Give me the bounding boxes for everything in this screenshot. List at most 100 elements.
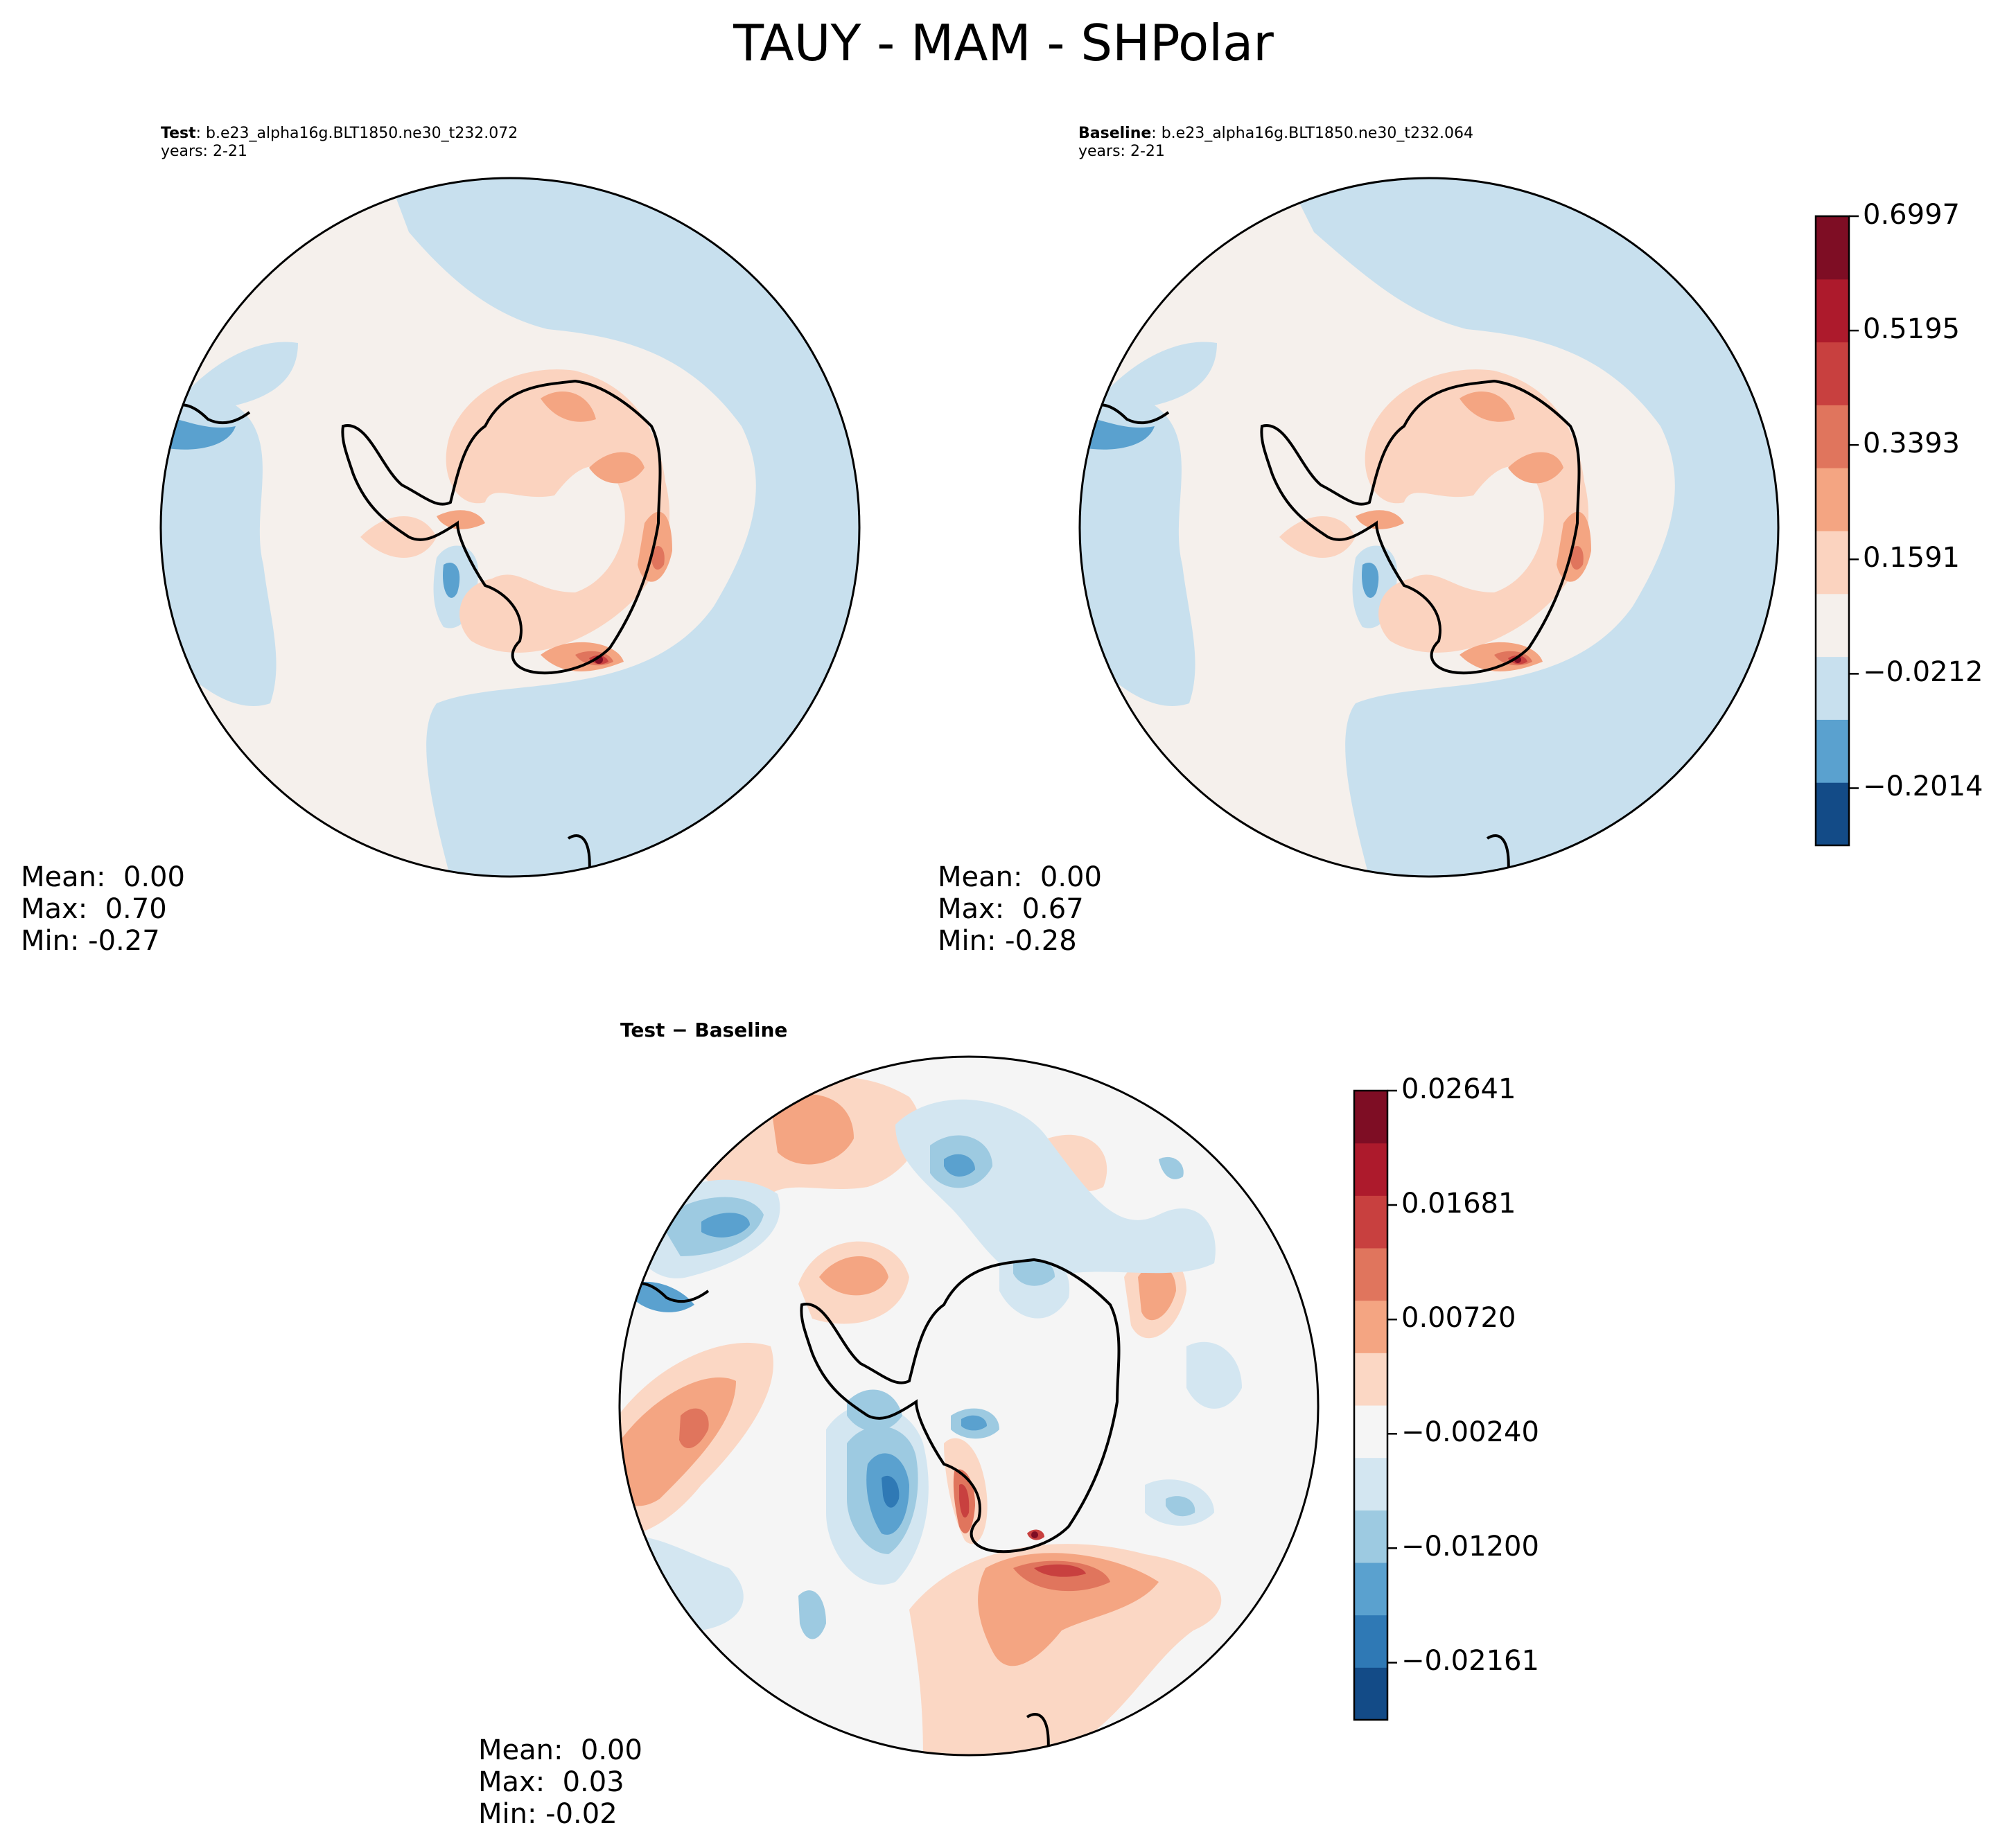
baseline-label: Baseline	[1078, 125, 1152, 142]
diff-colorbar	[1353, 1089, 1397, 1721]
test-map-boundary	[159, 177, 861, 878]
main-colorbar-segment	[1816, 719, 1849, 783]
diff-colorbar-tick-label: 0.02641	[1401, 1073, 1516, 1105]
diff-field-negative-pacific-peak	[882, 1475, 900, 1508]
test-header: Test: b.e23_alpha16g.BLT1850.ne30_t232.0…	[161, 125, 518, 143]
diff-colorbar-tick-label: −0.01200	[1401, 1531, 1539, 1563]
baseline-map-boundary	[1078, 177, 1780, 878]
test-label: Test	[161, 125, 196, 142]
test-field-positive-coast	[446, 369, 670, 653]
diff-field-negative-far-west-mid	[798, 1590, 826, 1639]
diff-max: Max: 0.03	[478, 1766, 624, 1798]
test-field-positive-strong2	[651, 545, 665, 570]
baseline-island-coastline	[1486, 834, 1510, 877]
test-map	[159, 177, 861, 878]
main-colorbar	[1814, 215, 1859, 847]
baseline-max: Max: 0.67	[938, 893, 1084, 925]
main-colorbar-segment	[1816, 216, 1849, 280]
diff-colorbar-segment	[1354, 1563, 1387, 1616]
diff-field-positive-center-n-mid	[819, 1256, 888, 1296]
diff-field-negative-nw-strong	[701, 1213, 750, 1238]
diff-title: Test − Baseline	[620, 1019, 787, 1041]
baseline-field-positive-tongue	[1279, 516, 1356, 558]
diff-colorbar-segment	[1354, 1091, 1387, 1144]
test-field-positive-mid2	[589, 452, 645, 484]
diff-field-negative-sw-coast	[632, 1281, 694, 1312]
main-colorbar-segment	[1816, 405, 1849, 468]
main-colorbar-segment	[1816, 593, 1849, 658]
diff-colorbar-frame	[1353, 1089, 1389, 1721]
diff-field-negative-ne-strong	[944, 1154, 975, 1177]
main-colorbar-segment	[1816, 342, 1849, 405]
main-colorbar-frame	[1814, 215, 1850, 847]
main-colorbar-tick-label: −0.2014	[1863, 771, 1983, 803]
diff-map-boundary	[618, 1055, 1320, 1757]
diff-field-positive-north-mid	[771, 1094, 854, 1165]
diff-mean: Mean: 0.00	[478, 1734, 642, 1766]
diff-antarctica-coastline	[800, 1258, 1121, 1554]
diff-field-maximum	[1031, 1531, 1038, 1538]
main-colorbar-tick-label: −0.0212	[1863, 656, 1983, 689]
diff-colorbar-tick-label: −0.02161	[1401, 1645, 1539, 1678]
baseline-field-positive-coast	[1365, 369, 1589, 653]
baseline-field-negative-strong	[1080, 417, 1155, 450]
diff-min: Min: -0.02	[478, 1798, 617, 1830]
main-colorbar-segment	[1816, 656, 1849, 720]
diff-field-negative-center-strong	[961, 1415, 987, 1431]
diff-colorbar-tick-label: 0.00720	[1401, 1302, 1516, 1335]
baseline-field-positive-strong2	[1570, 545, 1584, 570]
diff-island-coastline	[1026, 1713, 1050, 1755]
test-min: Min: -0.27	[21, 925, 160, 957]
baseline-field-negative-mid2	[1362, 562, 1379, 598]
diff-field-positive-east-mid	[1138, 1265, 1176, 1321]
test-case: : b.e23_alpha16g.BLT1850.ne30_t232.072	[195, 125, 518, 142]
main-colorbar-segment	[1816, 468, 1849, 531]
baseline-header: Baseline: b.e23_alpha16g.BLT1850.ne30_t2…	[1078, 125, 1473, 143]
baseline-field-negative-ne	[1286, 178, 1778, 877]
main-colorbar-segment	[1816, 279, 1849, 343]
main-colorbar-tick-label: 0.3393	[1863, 428, 1960, 460]
diff-title-test: Test	[620, 1019, 665, 1041]
diff-map	[618, 1055, 1320, 1757]
diff-title-separator: −	[665, 1019, 695, 1041]
baseline-min: Min: -0.28	[938, 925, 1077, 957]
diff-colorbar-segment	[1354, 1353, 1387, 1406]
diff-colorbar-segment	[1354, 1510, 1387, 1563]
test-stats: Mean: 0.00 Max: 0.70 Min: -0.27	[21, 861, 185, 957]
diff-field-negative-ne-far	[1159, 1156, 1184, 1179]
diff-field-negative-se-mid	[1166, 1496, 1195, 1517]
test-field-negative-strong	[161, 417, 236, 450]
test-antarctica-coastline	[341, 379, 662, 675]
diff-field-negative-inner-coast	[847, 1389, 902, 1432]
figure-title: TAUY - MAM - SHPolar	[733, 14, 1274, 72]
diff-field-positive-south-mid	[978, 1553, 1159, 1666]
baseline-years: years: 2-21	[1078, 143, 1165, 160]
main-colorbar-segment	[1816, 782, 1849, 846]
test-max: Max: 0.70	[21, 893, 167, 925]
diff-title-baseline: Baseline	[694, 1019, 788, 1041]
test-field-positive-mid5	[437, 510, 485, 529]
main-colorbar-tick-label: 0.5195	[1863, 313, 1960, 346]
test-mean: Mean: 0.00	[21, 861, 185, 893]
baseline-field-positive-mid2	[1508, 452, 1563, 484]
diff-colorbar-tick-label: −0.00240	[1401, 1416, 1539, 1449]
diff-colorbar-segment	[1354, 1300, 1387, 1353]
diff-colorbar-segment	[1354, 1143, 1387, 1196]
diff-colorbar-segment	[1354, 1195, 1387, 1249]
baseline-case: : b.e23_alpha16g.BLT1850.ne30_t232.064	[1151, 125, 1473, 142]
baseline-antarctica-coastline	[1260, 379, 1581, 675]
diff-field-positive-south-peak	[1034, 1564, 1086, 1577]
diff-colorbar-segment	[1354, 1248, 1387, 1301]
diff-field-negative-inner-east-mid	[1013, 1258, 1055, 1286]
diff-colorbar-segment	[1354, 1405, 1387, 1459]
baseline-map	[1078, 177, 1780, 878]
test-years: years: 2-21	[161, 143, 247, 160]
diff-field-positive-tongue-peak	[959, 1484, 970, 1518]
main-colorbar-tick-label: 0.6997	[1863, 199, 1960, 231]
diff-stats: Mean: 0.00 Max: 0.03 Min: -0.02	[478, 1734, 642, 1830]
baseline-field-positive-mid1	[1460, 391, 1515, 422]
diff-field-negative-far-east	[1186, 1341, 1242, 1409]
baseline-mean: Mean: 0.00	[938, 861, 1102, 893]
baseline-field-positive-mid5	[1356, 510, 1404, 529]
diff-colorbar-segment	[1354, 1667, 1387, 1721]
